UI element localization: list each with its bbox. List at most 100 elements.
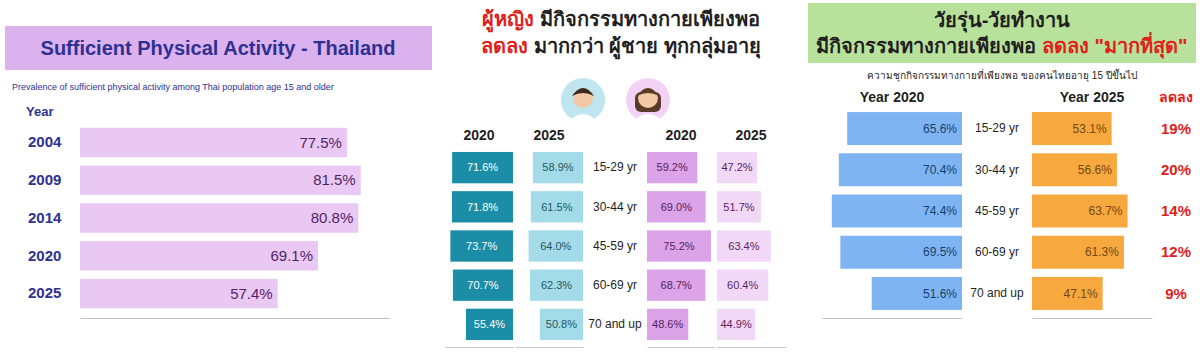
bar xyxy=(717,230,771,261)
title: ลดลง มากกว่า ผู้ชาย ทุกกลุ่มอายุ xyxy=(481,35,761,60)
category-tick: 60-69 yr xyxy=(593,278,637,292)
category-label: 2004 xyxy=(28,133,62,150)
bar xyxy=(452,191,513,222)
bars xyxy=(80,128,361,308)
bars xyxy=(647,152,711,340)
data-labels: 47.2%51.7%63.4%60.4%44.9% xyxy=(720,161,759,330)
bars xyxy=(832,112,962,310)
data-label: 47.2% xyxy=(721,161,752,173)
category-label: 60-69 yr xyxy=(975,245,1019,259)
icon-bg xyxy=(561,78,605,122)
data-label: 80.8% xyxy=(311,209,354,226)
category-label: 2014 xyxy=(28,209,62,226)
category-tick: 45-59 yr xyxy=(593,239,637,253)
data-label: 75.2% xyxy=(663,240,694,252)
x-axis xyxy=(1033,318,1153,319)
icon-bg xyxy=(626,78,670,122)
bars xyxy=(1032,112,1128,310)
title-part: มีกิจกรรมทางกายเพียงพอ xyxy=(534,8,760,30)
title-part: มีกิจกรรมทางกายเพียงพอ xyxy=(816,35,1042,57)
title-part: ลดลง "มากที่สุด" xyxy=(1042,31,1188,59)
title: วัยรุ่น-วัยทำงาน xyxy=(934,9,1071,33)
category-label: 30-44 yr xyxy=(975,163,1019,177)
icon-body xyxy=(568,114,598,122)
category-label: 2025 xyxy=(28,284,61,301)
category-tick: 2020 xyxy=(28,247,72,264)
category-label: 2020 xyxy=(28,247,61,264)
icon-face xyxy=(573,88,593,108)
data-label: 63.4% xyxy=(728,240,759,252)
category-tick: 2014 xyxy=(28,209,72,226)
bar xyxy=(450,230,513,261)
data-label: 74.4% xyxy=(923,204,957,218)
column-header: 2025 xyxy=(735,127,766,143)
x-axis xyxy=(516,347,584,348)
bar xyxy=(847,112,962,145)
data-labels: 71.6%71.8%73.7%70.7%55.4% xyxy=(466,161,505,330)
column-header: 2020 xyxy=(463,127,494,143)
icon-hair-top xyxy=(572,88,594,96)
data-label: 65.6% xyxy=(923,122,957,136)
data-label: 70.4% xyxy=(923,163,957,177)
bar xyxy=(80,128,347,157)
category-label: 70 and up xyxy=(588,317,642,331)
bar xyxy=(540,309,583,340)
icon xyxy=(626,78,670,122)
bar xyxy=(531,191,583,222)
bar xyxy=(529,230,583,261)
data-label: 51.7% xyxy=(723,201,754,213)
bar xyxy=(80,203,358,232)
column-header: 2025 xyxy=(533,127,564,143)
bar xyxy=(80,241,318,270)
chart-svg: Sufficient Physical Activity - ThailandP… xyxy=(0,0,1200,359)
data-label: 61.3% xyxy=(1085,245,1119,259)
category-tick: 15-29 yr xyxy=(593,160,637,174)
data-label: 44.9% xyxy=(720,318,751,330)
bar xyxy=(1032,277,1103,310)
category-label: 15-29 yr xyxy=(975,121,1019,135)
bars xyxy=(450,152,513,340)
bar xyxy=(453,270,513,301)
data-labels: 59.2%69.0%75.2%68.7%48.6% xyxy=(652,161,695,330)
data-label: 71.8% xyxy=(467,201,498,213)
data-label: 53.1% xyxy=(1073,122,1107,136)
title-part: ผู้หญิง xyxy=(482,8,534,33)
x-axis-line xyxy=(446,347,514,348)
column-header: 2020 xyxy=(665,127,696,143)
x-axis-line xyxy=(823,318,963,319)
data-label: 59.2% xyxy=(657,161,688,173)
category-tick: 30-44 yr xyxy=(975,163,1019,177)
bar xyxy=(839,153,962,186)
bar xyxy=(832,195,962,228)
data-label: 57.4% xyxy=(230,285,273,302)
icon-hair-top xyxy=(637,88,659,96)
category-axis: 15-29 yr30-44 yr45-59 yr60-69 yr70 and u… xyxy=(588,160,642,331)
title: มีกิจกรรมทางกายเพียงพอ ลดลง "มากที่สุด" xyxy=(816,31,1187,59)
bar xyxy=(1032,112,1112,145)
data-label: 70.7% xyxy=(467,279,498,291)
bar xyxy=(533,152,583,183)
bar xyxy=(1032,195,1128,228)
data-label: 81.5% xyxy=(313,171,356,188)
bar xyxy=(872,277,962,310)
bar xyxy=(80,166,361,195)
bar xyxy=(717,309,755,340)
x-axis-line xyxy=(81,318,391,319)
change-label: 9% xyxy=(1165,285,1187,302)
category-tick: 15-29 yr xyxy=(975,121,1019,135)
x-axis xyxy=(446,347,514,348)
data-labels: 65.6%70.4%74.4%69.5%51.6% xyxy=(923,122,957,301)
title: Sufficient Physical Activity - Thailand xyxy=(41,37,396,59)
subtitle: ความชุกกิจกรรมทางกายที่เพียงพอ ของคนไทยอ… xyxy=(867,68,1136,82)
data-label: 71.6% xyxy=(467,161,498,173)
icon-body xyxy=(633,114,663,122)
category-label: 45-59 yr xyxy=(593,239,637,253)
title: ผู้หญิง มีกิจกรรมทางกายเพียงพอ xyxy=(482,8,760,33)
data-labels: 58.9%61.5%64.0%62.3%50.8% xyxy=(540,161,577,330)
bars xyxy=(717,152,771,340)
bar xyxy=(647,152,697,183)
bar xyxy=(840,236,962,269)
data-label: 58.9% xyxy=(542,161,573,173)
data-labels: 77.5%81.5%80.8%69.1%57.4% xyxy=(230,134,356,302)
data-label: 50.8% xyxy=(546,318,577,330)
